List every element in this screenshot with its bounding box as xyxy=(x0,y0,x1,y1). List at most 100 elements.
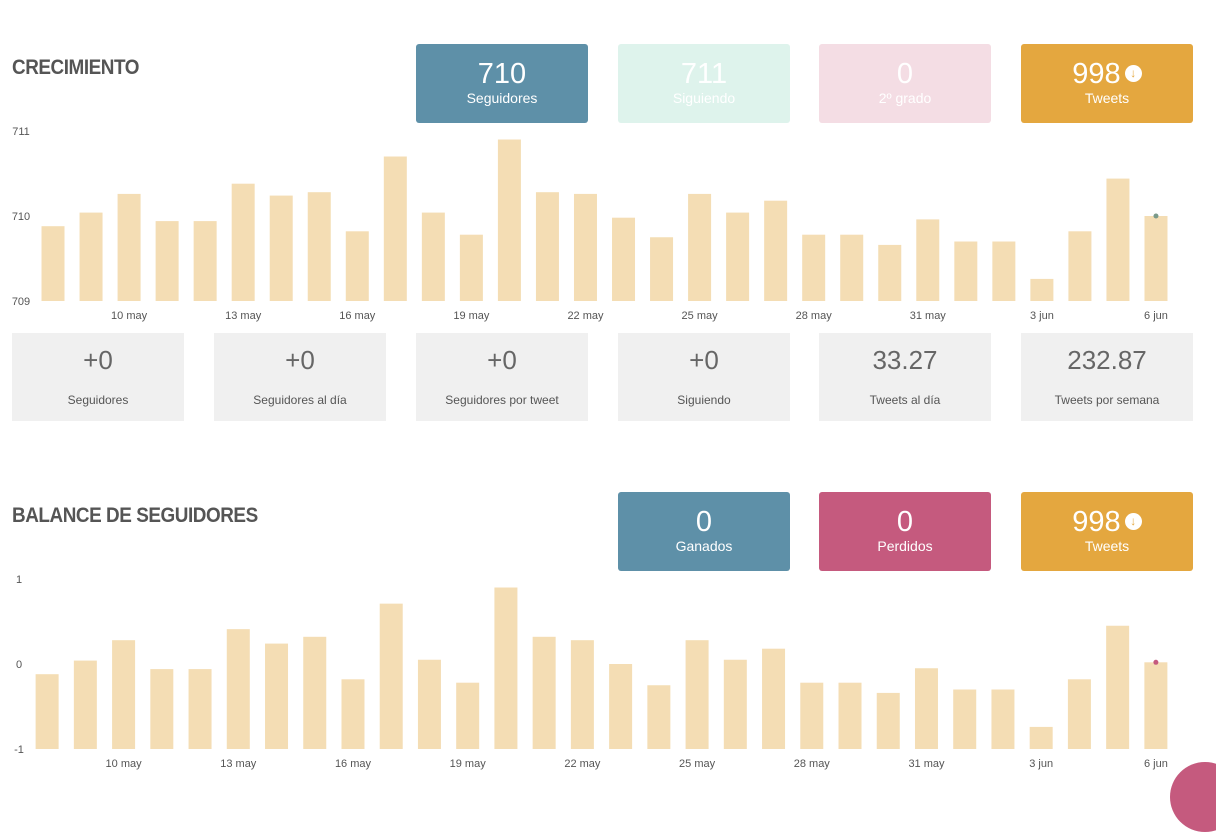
balance-bar[interactable] xyxy=(953,689,977,750)
metric-siguiendo: +0 Siguiendo xyxy=(618,333,790,421)
y-tick-label: -1 xyxy=(14,744,24,756)
crecimiento-bar[interactable] xyxy=(1068,231,1092,301)
metric-value: +0 xyxy=(689,345,719,375)
x-tick-label: 6 jun xyxy=(1144,758,1168,770)
crecimiento-bar[interactable] xyxy=(878,244,902,301)
metric-label: Seguidores xyxy=(67,393,129,407)
crecimiento-bar[interactable] xyxy=(79,212,103,301)
balance-bar[interactable] xyxy=(303,636,327,749)
balance-bar[interactable] xyxy=(723,659,747,749)
crecimiento-bar[interactable] xyxy=(992,241,1016,302)
crecimiento-bar[interactable] xyxy=(497,139,521,302)
balance-bar[interactable] xyxy=(762,648,786,749)
seguidores-card[interactable]: 710 Seguidores xyxy=(416,44,588,123)
balance-tweets-label: Tweets xyxy=(1084,538,1130,554)
x-tick-label: 6 jun xyxy=(1144,310,1168,322)
balance-bar[interactable] xyxy=(341,679,365,749)
balance-bar[interactable] xyxy=(112,640,136,749)
arrow-down-circle-icon: ↓ xyxy=(1124,512,1142,530)
crecimiento-bar[interactable] xyxy=(117,193,141,301)
balance-bar[interactable] xyxy=(1029,726,1053,749)
metric-label: Seguidores por tweet xyxy=(445,393,559,407)
crecimiento-bar[interactable] xyxy=(1144,216,1168,301)
crecimiento-bar[interactable] xyxy=(764,200,788,301)
balance-bar[interactable] xyxy=(1144,662,1168,749)
crecimiento-bar[interactable] xyxy=(916,219,940,301)
crecimiento-bar[interactable] xyxy=(307,192,331,301)
perdidos-count: 0 xyxy=(896,506,914,538)
crecimiento-bar[interactable] xyxy=(155,221,179,301)
x-tick-label: 16 may xyxy=(335,758,372,770)
y-tick-label: 709 xyxy=(12,296,30,308)
crecimiento-bar[interactable] xyxy=(231,183,255,301)
balance-bar[interactable] xyxy=(570,640,594,749)
y-tick-label: 710 xyxy=(12,211,30,223)
balance-bar[interactable] xyxy=(456,682,480,749)
crecimiento-bar[interactable] xyxy=(535,192,559,301)
balance-bar[interactable] xyxy=(379,603,403,749)
crecimiento-bar[interactable] xyxy=(840,234,864,301)
x-tick-label: 3 jun xyxy=(1030,310,1054,322)
balance-bar[interactable] xyxy=(532,636,556,749)
balance-bar[interactable] xyxy=(417,659,441,749)
balance-bar[interactable] xyxy=(188,669,212,749)
balance-bar[interactable] xyxy=(685,640,709,749)
siguiendo-count: 711 xyxy=(680,58,728,90)
segundo-grado-card[interactable]: 0 2º grado xyxy=(819,44,991,123)
crecimiento-bar[interactable] xyxy=(954,241,978,302)
crecimiento-bar[interactable] xyxy=(726,212,750,301)
balance-bar[interactable] xyxy=(265,643,289,749)
crecimiento-bar[interactable] xyxy=(802,234,826,301)
balance-bar[interactable] xyxy=(494,587,518,750)
crecimiento-bar[interactable] xyxy=(421,212,445,301)
balance-bar[interactable] xyxy=(1106,625,1130,749)
balance-bar[interactable] xyxy=(647,685,671,749)
crecimiento-bar[interactable] xyxy=(650,237,674,301)
balance-bar[interactable] xyxy=(609,664,633,749)
metric-label: Tweets por semana xyxy=(1054,393,1160,407)
perdidos-label: Perdidos xyxy=(877,538,933,554)
crecimiento-bar[interactable] xyxy=(269,195,293,301)
crecimiento-bar[interactable] xyxy=(688,193,712,301)
metric-label: Seguidores al día xyxy=(253,393,347,407)
crecimiento-bar[interactable] xyxy=(459,234,483,301)
balance-tweets-card[interactable]: 998 ↓ Tweets xyxy=(1021,492,1193,571)
y-tick-label: 0 xyxy=(16,659,22,671)
segundo-grado-label: 2º grado xyxy=(878,90,932,106)
crecimiento-bar[interactable] xyxy=(573,193,597,301)
tweets-card[interactable]: 998 ↓ Tweets xyxy=(1021,44,1193,123)
balance-bar[interactable] xyxy=(1067,679,1091,749)
crecimiento-bar[interactable] xyxy=(1030,278,1054,301)
crecimiento-bar[interactable] xyxy=(612,217,636,301)
metric-seguidores-por-tweet: +0 Seguidores por tweet xyxy=(416,333,588,421)
feedback-button[interactable] xyxy=(1170,762,1216,832)
balance-tweets-count: 998 xyxy=(1072,506,1121,538)
siguiendo-label: Siguiendo xyxy=(672,90,736,106)
balance-bar[interactable] xyxy=(800,682,824,749)
x-tick-label: 28 may xyxy=(794,758,831,770)
crecimiento-bar[interactable] xyxy=(193,221,217,301)
balance-bar[interactable] xyxy=(35,674,59,749)
crecimiento-bar[interactable] xyxy=(1106,178,1130,301)
segundo-grado-count: 0 xyxy=(896,58,914,90)
metric-value: 232.87 xyxy=(1067,345,1147,375)
perdidos-card[interactable]: 0 Perdidos xyxy=(819,492,991,571)
balance-bar[interactable] xyxy=(914,668,938,749)
siguiendo-card[interactable]: 711 Siguiendo xyxy=(618,44,790,123)
balance-bar[interactable] xyxy=(150,669,174,749)
crecimiento-bar[interactable] xyxy=(41,226,65,301)
crecimiento-bar[interactable] xyxy=(383,156,407,302)
balance-bar[interactable] xyxy=(226,629,250,749)
x-tick-label: 25 may xyxy=(679,758,716,770)
balance-bar[interactable] xyxy=(876,692,900,749)
x-tick-label: 10 may xyxy=(106,758,143,770)
crecimiento-chart: 711 710 709 10 may 13 may 16 may 19 may 22 may 2… xyxy=(12,126,1168,322)
metric-seguidores: +0 Seguidores xyxy=(12,333,184,421)
balance-bar[interactable] xyxy=(991,689,1015,750)
x-tick-label: 31 may xyxy=(908,758,945,770)
balance-bar[interactable] xyxy=(838,682,862,749)
crecimiento-bar[interactable] xyxy=(345,231,369,301)
x-tick-label: 19 may xyxy=(450,758,487,770)
ganados-card[interactable]: 0 Ganados xyxy=(618,492,790,571)
balance-bar[interactable] xyxy=(73,660,97,749)
